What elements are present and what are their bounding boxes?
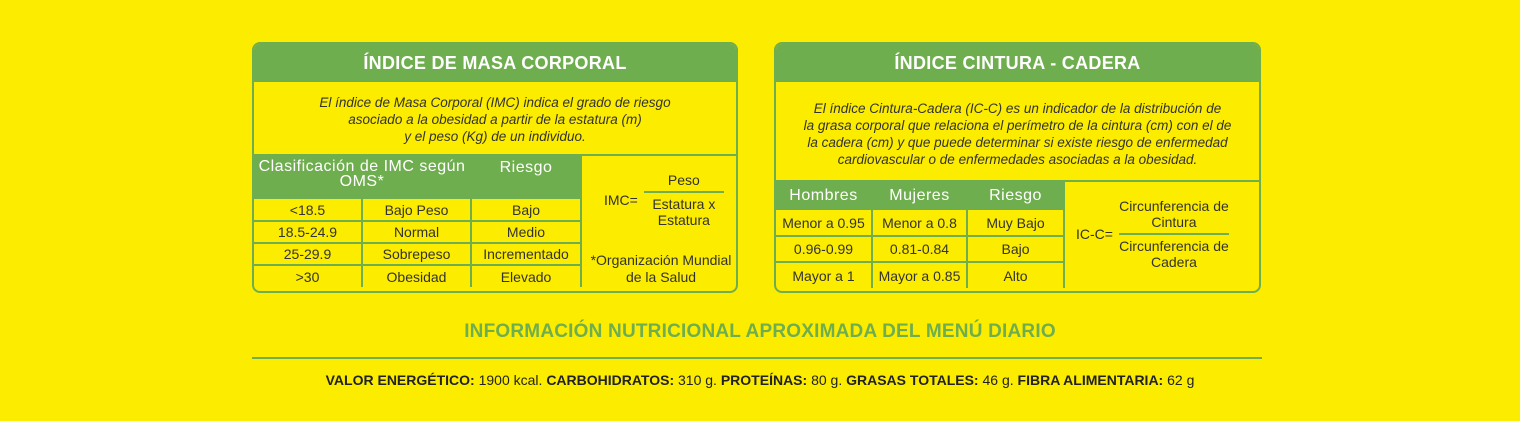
nutrition-label: GRASAS TOTALES:: [846, 372, 979, 388]
table-row: Mayor a 1 Mayor a 0.85 Alto: [776, 262, 1065, 288]
imc-description: El índice de Masa Corporal (IMC) indica …: [254, 82, 736, 156]
imc-class-cell: Sobrepeso: [362, 243, 472, 266]
icc-header-men: Hombres: [776, 182, 873, 210]
nutrition-value: 46 g.: [982, 372, 1014, 388]
icc-formula: IC-C= Circunferencia de Cintura Circunfe…: [1076, 198, 1229, 270]
imc-formula-fraction: Peso Estatura x Estatura: [643, 172, 724, 228]
icc-description-line: cardiovascular o de enfermedades asociad…: [837, 152, 1198, 167]
icc-formula-numerator: Circunferencia de Cintura: [1119, 198, 1229, 230]
imc-panel: ÍNDICE DE MASA CORPORAL El índice de Mas…: [252, 42, 738, 293]
imc-formula: IMC= Peso Estatura x Estatura: [604, 172, 724, 228]
nutrition-label: FIBRA ALIMENTARIA:: [1017, 372, 1164, 388]
nutrition-value: 62 g: [1167, 372, 1195, 388]
icc-table-area: Hombres Mujeres Riesgo Menor a 0.95 Meno…: [776, 182, 1259, 291]
icc-title: ÍNDICE CINTURA - CADERA: [776, 44, 1259, 82]
imc-formula-denominator: Estatura x Estatura: [652, 195, 716, 228]
icc-header-risk: Riesgo: [967, 182, 1065, 210]
nutrition-value: 80 g.: [811, 372, 843, 388]
icc-men-cell: 0.96-0.99: [776, 236, 873, 263]
fraction-bar: [643, 191, 724, 193]
imc-risk-cell: Elevado: [471, 265, 582, 287]
nutrition-label: VALOR ENERGÉTICO:: [325, 372, 475, 388]
table-row: Menor a 0.95 Menor a 0.8 Muy Bajo: [776, 210, 1065, 237]
icc-description-line: la grasa corporal que relaciona el perím…: [803, 118, 1232, 133]
imc-description-line: El índice de Masa Corporal (IMC) indica …: [319, 95, 671, 110]
imc-formula-label: IMC=: [604, 191, 638, 208]
icc-header-women: Mujeres: [872, 182, 968, 210]
imc-description-line: asociado a la obesidad a partir de la es…: [348, 112, 642, 127]
icc-description-line: El índice Cintura-Cadera (IC-C) es un in…: [813, 101, 1222, 116]
table-row: 25-29.9 Sobrepeso Incrementado: [254, 243, 582, 266]
icc-women-cell: 0.81-0.84: [872, 236, 968, 263]
imc-range-cell: <18.5: [254, 199, 363, 222]
imc-formula-numerator: Peso: [667, 172, 700, 188]
fraction-bar: [1118, 233, 1229, 235]
imc-range-cell: 25-29.9: [254, 243, 363, 266]
icc-men-cell: Menor a 0.95: [776, 210, 873, 237]
icc-table: Hombres Mujeres Riesgo Menor a 0.95 Meno…: [776, 182, 1065, 288]
icc-formula-fraction: Circunferencia de Cintura Circunferencia…: [1118, 198, 1229, 270]
imc-range-cell: >30: [254, 265, 363, 287]
icc-formula-label: IC-C=: [1076, 225, 1113, 242]
icc-men-cell: Mayor a 1: [776, 262, 873, 288]
table-row: 18.5-24.9 Normal Medio: [254, 221, 582, 244]
nutrition-value: 310 g.: [678, 372, 717, 388]
table-row: 0.96-0.99 0.81-0.84 Bajo: [776, 236, 1065, 263]
nutrition-label: PROTEÍNAS:: [720, 372, 808, 388]
nutrition-summary: VALOR ENERGÉTICO: 1900 kcal. CARBOHIDRAT…: [0, 372, 1520, 388]
divider: [252, 357, 1262, 359]
imc-description-line: y el peso (Kg) de un individuo.: [404, 129, 586, 144]
nutrition-label: CARBOHIDRATOS:: [546, 372, 675, 388]
imc-risk-cell: Incrementado: [471, 243, 582, 266]
nutrition-title: INFORMACIÓN NUTRICIONAL APROXIMADA DEL M…: [464, 321, 1056, 342]
imc-table-area: Clasificación de IMC según OMS* Riesgo <…: [254, 156, 736, 291]
imc-risk-cell: Medio: [471, 221, 582, 244]
imc-risk-cell: Bajo: [471, 199, 582, 222]
imc-header-classification: Clasificación de IMC según OMS*: [254, 156, 472, 199]
icc-risk-cell: Bajo: [967, 236, 1065, 263]
imc-header-risk: Riesgo: [471, 156, 582, 199]
nutrition-value: 1900 kcal.: [478, 372, 543, 388]
icc-women-cell: Menor a 0.8: [872, 210, 968, 237]
table-row: <18.5 Bajo Peso Bajo: [254, 199, 582, 222]
icc-description: El índice Cintura-Cadera (IC-C) es un in…: [776, 82, 1259, 182]
icc-panel: ÍNDICE CINTURA - CADERA El índice Cintur…: [774, 42, 1261, 293]
icc-risk-cell: Alto: [967, 262, 1065, 288]
imc-table: Clasificación de IMC según OMS* Riesgo <…: [254, 156, 582, 287]
imc-title: ÍNDICE DE MASA CORPORAL: [254, 44, 736, 82]
imc-class-cell: Normal: [362, 221, 472, 244]
imc-class-cell: Obesidad: [362, 265, 472, 287]
icc-women-cell: Mayor a 0.85: [872, 262, 968, 288]
imc-footnote: *Organización Mundial de la Salud: [590, 252, 732, 285]
icc-risk-cell: Muy Bajo: [967, 210, 1065, 237]
icc-description-line: la cadera (cm) y que puede determinar si…: [807, 135, 1228, 150]
icc-formula-denominator: Circunferencia de Cadera: [1119, 237, 1229, 270]
table-row: >30 Obesidad Elevado: [254, 265, 582, 287]
imc-class-cell: Bajo Peso: [362, 199, 472, 222]
imc-range-cell: 18.5-24.9: [254, 221, 363, 244]
